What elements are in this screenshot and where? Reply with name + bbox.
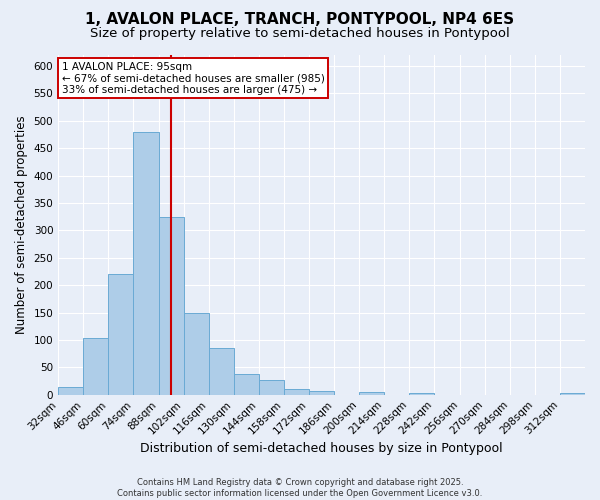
Bar	[309, 392, 334, 394]
X-axis label: Distribution of semi-detached houses by size in Pontypool: Distribution of semi-detached houses by …	[140, 442, 503, 455]
Text: 1 AVALON PLACE: 95sqm
← 67% of semi-detached houses are smaller (985)
33% of sem: 1 AVALON PLACE: 95sqm ← 67% of semi-deta…	[62, 62, 325, 95]
Text: 1, AVALON PLACE, TRANCH, PONTYPOOL, NP4 6ES: 1, AVALON PLACE, TRANCH, PONTYPOOL, NP4 …	[85, 12, 515, 28]
Bar	[409, 392, 434, 394]
Text: Size of property relative to semi-detached houses in Pontypool: Size of property relative to semi-detach…	[90, 28, 510, 40]
Bar	[560, 392, 585, 394]
Bar	[58, 386, 83, 394]
Bar	[109, 274, 133, 394]
Bar	[83, 338, 109, 394]
Bar	[259, 380, 284, 394]
Bar	[158, 216, 184, 394]
Text: Contains HM Land Registry data © Crown copyright and database right 2025.
Contai: Contains HM Land Registry data © Crown c…	[118, 478, 482, 498]
Bar	[133, 132, 158, 394]
Bar	[359, 392, 385, 394]
Bar	[184, 312, 209, 394]
Y-axis label: Number of semi-detached properties: Number of semi-detached properties	[15, 116, 28, 334]
Bar	[234, 374, 259, 394]
Bar	[209, 348, 234, 395]
Bar	[284, 388, 309, 394]
